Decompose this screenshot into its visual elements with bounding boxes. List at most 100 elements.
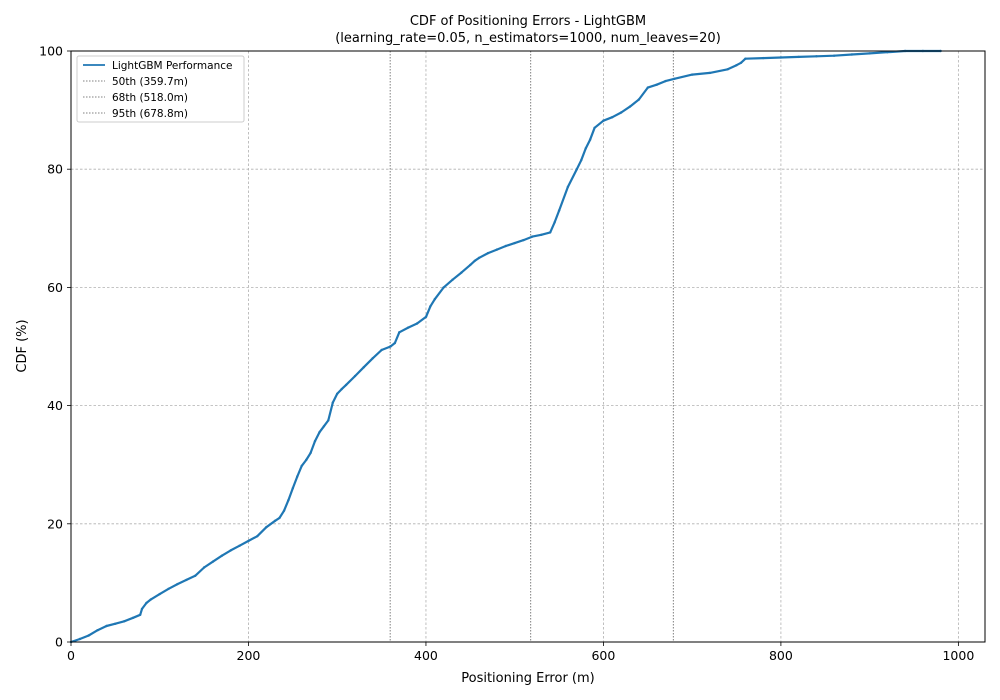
data-point: [300, 464, 303, 468]
data-point: [886, 51, 889, 54]
data-point: [557, 209, 561, 212]
data-point: [673, 77, 676, 81]
data-point: [832, 54, 836, 57]
x-tick-label-2: 400: [414, 648, 438, 663]
x-tick-label-3: 600: [591, 648, 615, 663]
data-point: [424, 315, 428, 319]
data-point: [149, 598, 153, 601]
legend-label-2: 68th (518.0m): [112, 92, 188, 104]
data-point: [850, 53, 854, 56]
y-axis-ticks: 0 20 40 60 80 100: [39, 44, 71, 650]
data-point: [273, 519, 277, 522]
data-point: [296, 475, 299, 478]
data-point: [575, 168, 578, 171]
data-point: [584, 147, 587, 150]
data-point: [371, 357, 374, 360]
data-point: [815, 55, 818, 58]
y-tick-label-5: 100: [39, 44, 63, 59]
data-point: [229, 549, 232, 552]
y-tick-label-4: 80: [47, 162, 63, 177]
data-point: [362, 366, 365, 369]
data-point: [220, 554, 224, 557]
data-point: [739, 61, 743, 64]
data-point: [478, 256, 481, 259]
data-point: [726, 68, 729, 71]
data-point: [318, 431, 321, 434]
data-point: [628, 105, 632, 108]
legend: LightGBM Performance 50th (359.7m) 68th (5…: [76, 55, 245, 123]
data-point: [549, 231, 552, 234]
y-tick-label-1: 20: [47, 516, 63, 531]
data-point: [344, 383, 348, 387]
data-point: [313, 439, 317, 443]
data-point: [123, 620, 126, 623]
data-point: [708, 71, 712, 75]
data-point: [735, 63, 738, 67]
data-point: [566, 185, 570, 189]
data-point: [540, 233, 543, 236]
data-point: [469, 263, 472, 267]
data-point: [78, 637, 82, 641]
data-point: [140, 607, 144, 611]
data-point: [305, 458, 308, 462]
data-point: [158, 592, 161, 596]
data-point: [611, 116, 614, 119]
data-point: [620, 111, 623, 114]
chart-title: CDF of Positioning Errors - LightGBM: [410, 14, 646, 29]
data-point: [504, 244, 507, 248]
data-point: [473, 259, 476, 262]
data-point: [380, 348, 383, 352]
data-point: [744, 57, 747, 60]
data-point: [495, 248, 499, 251]
x-tick-label-5: 1000: [942, 648, 974, 663]
data-point: [176, 582, 179, 586]
data-point: [637, 98, 641, 101]
data-point: [451, 278, 454, 281]
data-point: [655, 83, 658, 86]
series-line-0: [70, 49, 941, 644]
data-point: [429, 305, 432, 308]
data-point: [331, 401, 334, 404]
x-axis-label: Positioning Error (m): [461, 671, 594, 686]
y-axis-label: CDF (%): [15, 319, 30, 372]
data-point: [588, 138, 592, 141]
y-tick-label-3: 60: [47, 280, 63, 295]
data-point: [327, 419, 330, 422]
data-point: [460, 271, 463, 274]
data-point: [167, 587, 170, 590]
data-point: [486, 251, 490, 255]
chart-subtitle: (learning_rate=0.05, n_estimators=1000, …: [335, 31, 721, 46]
x-axis-ticks: 0 200 400 600 800 1000: [67, 642, 974, 663]
data-point: [797, 55, 800, 59]
data-point: [87, 634, 90, 637]
data-point: [779, 56, 783, 59]
y-tick-label-0: 0: [55, 635, 63, 650]
x-tick-label-1: 200: [237, 648, 261, 663]
data-point: [762, 56, 765, 60]
data-point: [646, 86, 649, 89]
data-point: [145, 601, 148, 605]
data-point: [664, 79, 667, 83]
y-tick-label-2: 40: [47, 398, 63, 413]
series-layer: [69, 49, 942, 644]
data-point: [602, 119, 605, 122]
data-point: [522, 238, 525, 242]
data-point: [96, 629, 99, 632]
data-point: [309, 451, 312, 455]
data-point: [114, 622, 117, 625]
data-point: [194, 574, 197, 577]
data-point: [513, 241, 516, 245]
data-point: [278, 516, 281, 520]
data-point: [593, 126, 596, 129]
data-point: [247, 539, 250, 543]
data-point: [415, 322, 419, 325]
data-point: [407, 326, 410, 329]
data-point: [256, 535, 259, 538]
data-point: [340, 387, 343, 391]
data-point: [691, 73, 694, 76]
data-point: [287, 499, 290, 502]
data-point: [531, 235, 534, 238]
legend-label-1: 50th (359.7m): [112, 76, 188, 88]
data-point: [202, 566, 206, 569]
